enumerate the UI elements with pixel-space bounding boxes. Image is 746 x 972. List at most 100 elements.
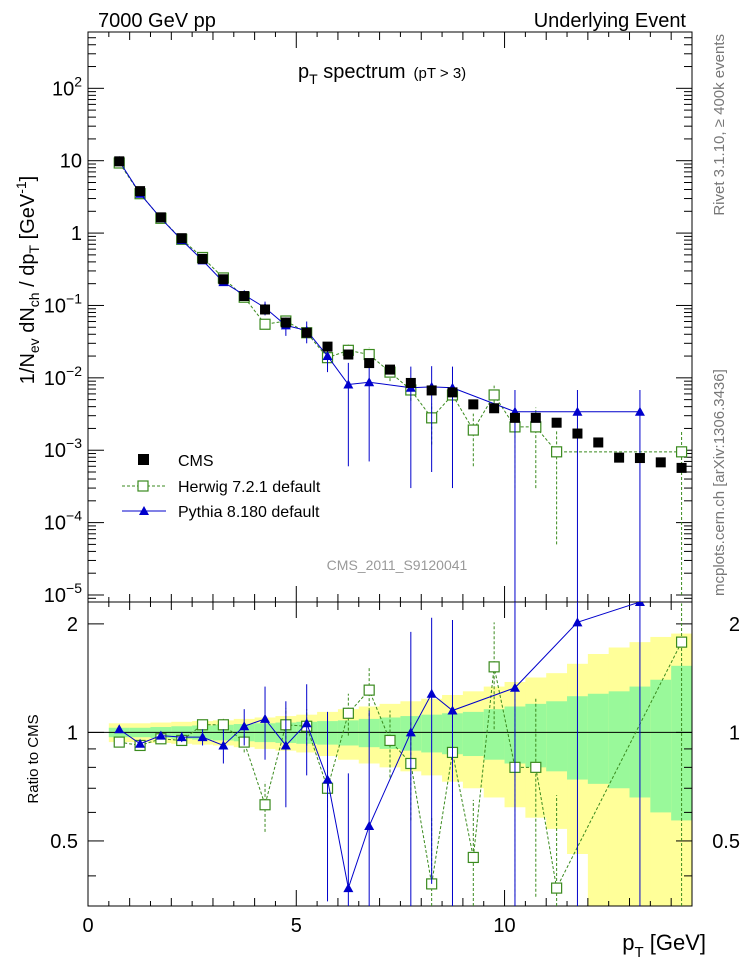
ratio-herwig-point: [467, 851, 479, 864]
legend-herwig-marker: [137, 480, 149, 492]
cms-point: [676, 462, 687, 473]
ratio-y-axis-label: Ratio to CMS: [25, 714, 42, 803]
ratio-pythia-point: [197, 732, 208, 742]
ratio-plot: 0 5 10 0.5 0.5 1 1 2 2: [50, 601, 740, 937]
header-right: Underlying Event: [534, 10, 687, 32]
cms-point: [176, 233, 187, 244]
ratio-herwig-point: [113, 736, 125, 748]
cms-point: [593, 437, 604, 448]
pythia-point: [634, 406, 645, 416]
ratio-pythia-point: [572, 617, 583, 627]
ratio-pythia-point: [364, 821, 375, 831]
ratio-herwig-point: [675, 636, 688, 648]
cms-point: [614, 452, 625, 463]
analysis-watermark: CMS_2011_S9120041: [327, 557, 468, 573]
legend-pythia-label: Pythia 8.180 default: [178, 504, 320, 521]
cms-point: [155, 212, 166, 223]
y-tick-label: 10: [60, 151, 82, 173]
ratio-y-tick-label-right: 0.5: [712, 831, 740, 853]
ratio-pythia-point: [509, 682, 520, 692]
ratio-herwig-point: [488, 661, 500, 673]
pythia-point: [322, 351, 333, 361]
ratio-band-inner: [650, 679, 672, 813]
pythia-point: [343, 379, 354, 389]
legend-cms-marker: [138, 454, 149, 465]
mcplots-label: mcplots.cern.ch [arXiv:1306.3436]: [711, 369, 728, 596]
ratio-band-inner: [608, 691, 631, 789]
cms-point: [468, 399, 479, 410]
cms-point: [343, 349, 354, 360]
cms-point: [239, 291, 250, 302]
ratio-herwig-point: [363, 684, 375, 696]
ratio-pythia-point: [447, 705, 458, 715]
cms-point: [322, 341, 333, 352]
herwig-point: [467, 424, 479, 436]
ratio-pythia-point: [634, 602, 645, 606]
ratio-y-tick-label: 1: [67, 722, 78, 744]
ratio-y-tick-label: 0.5: [50, 831, 78, 853]
ratio-band-inner: [462, 711, 485, 757]
ratio-pythia-point: [322, 774, 333, 784]
cms-point: [489, 403, 500, 414]
cms-point: [218, 274, 229, 285]
cms-point: [426, 385, 437, 396]
ratio-pythia-point: [218, 740, 229, 750]
cms-point: [301, 327, 312, 338]
ratio-y-tick-label-right: 2: [729, 614, 740, 636]
ratio-pythia-point: [176, 732, 187, 742]
ratio-herwig-point: [342, 707, 354, 719]
y-axis-label: 1/Nev dNch / dpT [GeV-1]: [13, 176, 42, 384]
herwig-point: [675, 446, 688, 458]
herwig-point: [259, 318, 271, 330]
cms-point: [447, 387, 458, 398]
ratio-pythia-point: [426, 688, 437, 698]
herwig-point: [530, 421, 542, 433]
legend-herwig-label: Herwig 7.2.1 default: [178, 479, 321, 496]
herwig-point: [363, 348, 375, 361]
ratio-herwig-point: [217, 719, 229, 731]
cms-point: [530, 412, 541, 423]
legend-pythia-marker: [139, 506, 149, 515]
ratio-band-inner: [483, 709, 506, 760]
cms-point: [572, 428, 583, 439]
cms-point: [509, 412, 520, 423]
ratio-pythia-point: [280, 740, 291, 750]
y-tick-label: 10−2: [44, 363, 82, 390]
ratio-pythia-point: [239, 721, 250, 731]
ratio-pythia-point: [260, 713, 271, 723]
cms-point: [197, 253, 208, 264]
y-tick-label: 102: [52, 73, 82, 100]
chart-title: pT spectrum (pT > 3): [298, 61, 466, 87]
ratio-herwig-point: [551, 882, 563, 894]
ratio-pythia-point: [155, 730, 166, 740]
cms-point: [405, 377, 416, 388]
legend: CMS Herwig 7.2.1 default Pythia 8.180 de…: [122, 453, 321, 521]
ratio-y-tick-label: 2: [67, 614, 78, 636]
cms-point: [551, 417, 562, 428]
x-tick-label: 0: [82, 915, 93, 937]
legend-cms-label: CMS: [178, 453, 214, 470]
y-tick-label: 10−3: [44, 435, 82, 462]
ratio-frame: [87, 601, 693, 907]
ratio-band-inner: [587, 693, 610, 784]
rivet-label: Rivet 3.1.10, ≥ 400k events: [711, 34, 728, 216]
pythia-point: [572, 406, 583, 416]
ratio-pythia-point: [135, 738, 146, 748]
cms-point: [135, 186, 146, 197]
y-tick-label: 1: [71, 223, 82, 245]
y-tick-label: 10−4: [44, 508, 82, 535]
cms-point: [385, 364, 395, 375]
ratio-band-inner: [546, 701, 568, 772]
cms-point: [634, 453, 645, 464]
cms-point: [114, 156, 125, 167]
ratio-herwig-point: [196, 719, 209, 731]
pythia-point: [364, 377, 375, 387]
y-tick-label: 10−5: [44, 580, 82, 607]
cms-point: [260, 304, 271, 315]
herwig-line: [118, 162, 682, 453]
herwig-point: [488, 389, 500, 401]
ratio-y-tick-label-right: 1: [729, 722, 740, 744]
x-tick-label: 10: [493, 915, 515, 937]
herwig-point: [551, 446, 563, 458]
